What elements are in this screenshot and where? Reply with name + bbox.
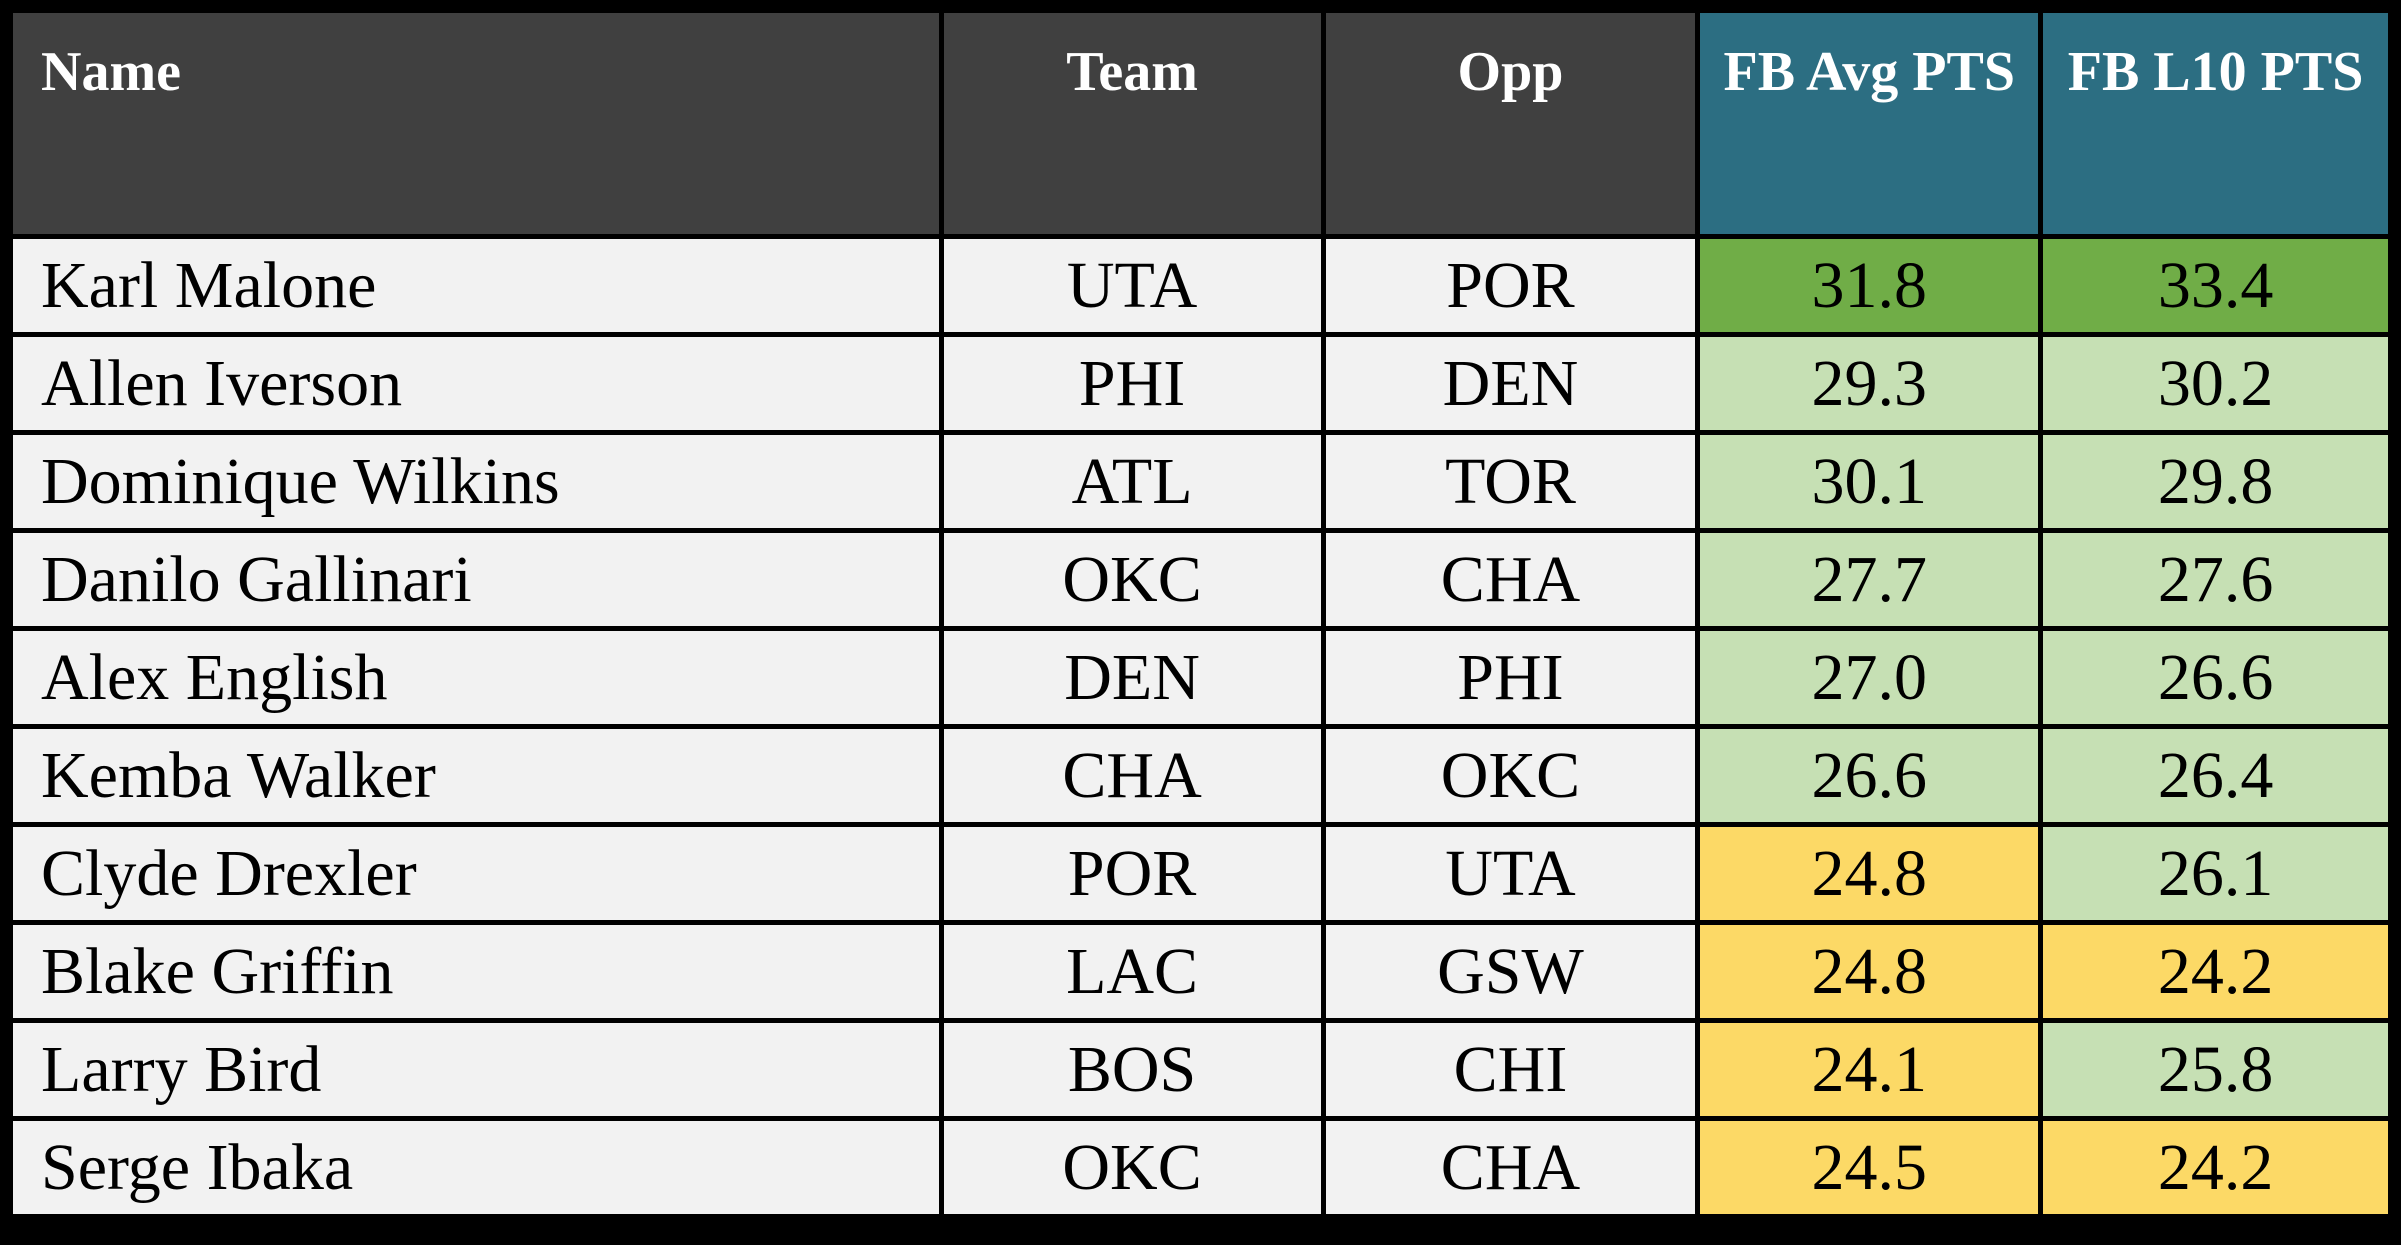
column-header-fb-avg-pts: FB Avg PTS: [1695, 8, 2044, 239]
player-name-cell: Serge Ibaka: [8, 1116, 944, 1219]
fb-l10-pts-cell: 24.2: [2038, 920, 2393, 1023]
team-cell: PHI: [938, 332, 1326, 435]
table-row: Alex English DEN PHI 27.0 26.6: [8, 626, 2393, 729]
fb-avg-pts-cell: 24.5: [1695, 1116, 2044, 1219]
column-header-opp: Opp: [1320, 8, 1701, 239]
fb-l10-pts-cell: 26.6: [2038, 626, 2393, 729]
fb-avg-pts-cell: 24.1: [1695, 1018, 2044, 1121]
table-row: Dominique Wilkins ATL TOR 30.1 29.8: [8, 430, 2393, 533]
fb-avg-pts-cell: 27.0: [1695, 626, 2044, 729]
team-cell: OKC: [938, 528, 1326, 631]
player-name-cell: Alex English: [8, 626, 944, 729]
opp-cell: CHA: [1320, 1116, 1701, 1219]
stats-table-frame: Name Team Opp FB Avg PTS FB L10 PTS Karl…: [8, 8, 2393, 1219]
fb-l10-pts-cell: 33.4: [2038, 234, 2393, 337]
player-name-cell: Dominique Wilkins: [8, 430, 944, 533]
player-name-cell: Larry Bird: [8, 1018, 944, 1121]
opp-cell: CHI: [1320, 1018, 1701, 1121]
fb-avg-pts-cell: 27.7: [1695, 528, 2044, 631]
team-cell: DEN: [938, 626, 1326, 729]
team-cell: ATL: [938, 430, 1326, 533]
opp-cell: OKC: [1320, 724, 1701, 827]
player-name-cell: Allen Iverson: [8, 332, 944, 435]
table-row: Blake Griffin LAC GSW 24.8 24.2: [8, 920, 2393, 1023]
fb-l10-pts-cell: 27.6: [2038, 528, 2393, 631]
opp-cell: POR: [1320, 234, 1701, 337]
table-row: Serge Ibaka OKC CHA 24.5 24.2: [8, 1116, 2393, 1219]
team-cell: LAC: [938, 920, 1326, 1023]
fb-l10-pts-cell: 25.8: [2038, 1018, 2393, 1121]
fb-avg-pts-cell: 26.6: [1695, 724, 2044, 827]
column-header-fb-l10-pts: FB L10 PTS: [2038, 8, 2393, 239]
player-name-cell: Blake Griffin: [8, 920, 944, 1023]
opp-cell: TOR: [1320, 430, 1701, 533]
fb-avg-pts-cell: 30.1: [1695, 430, 2044, 533]
table-row: Clyde Drexler POR UTA 24.8 26.1: [8, 822, 2393, 925]
fb-avg-pts-cell: 24.8: [1695, 920, 2044, 1023]
table-header-row: Name Team Opp FB Avg PTS FB L10 PTS: [8, 8, 2393, 239]
table-row: Karl Malone UTA POR 31.8 33.4: [8, 234, 2393, 337]
fb-avg-pts-cell: 29.3: [1695, 332, 2044, 435]
team-cell: POR: [938, 822, 1326, 925]
player-name-cell: Danilo Gallinari: [8, 528, 944, 631]
player-name-cell: Kemba Walker: [8, 724, 944, 827]
table-row: Allen Iverson PHI DEN 29.3 30.2: [8, 332, 2393, 435]
table-row: Larry Bird BOS CHI 24.1 25.8: [8, 1018, 2393, 1121]
fb-l10-pts-cell: 30.2: [2038, 332, 2393, 435]
opp-cell: DEN: [1320, 332, 1701, 435]
opp-cell: PHI: [1320, 626, 1701, 729]
table-row: Kemba Walker CHA OKC 26.6 26.4: [8, 724, 2393, 827]
team-cell: OKC: [938, 1116, 1326, 1219]
fb-l10-pts-cell: 24.2: [2038, 1116, 2393, 1219]
player-fantasy-points-table: Name Team Opp FB Avg PTS FB L10 PTS Karl…: [8, 8, 2393, 1219]
column-header-team: Team: [938, 8, 1326, 239]
team-cell: CHA: [938, 724, 1326, 827]
player-name-cell: Karl Malone: [8, 234, 944, 337]
opp-cell: UTA: [1320, 822, 1701, 925]
player-name-cell: Clyde Drexler: [8, 822, 944, 925]
column-header-name: Name: [8, 8, 944, 239]
team-cell: UTA: [938, 234, 1326, 337]
opp-cell: GSW: [1320, 920, 1701, 1023]
team-cell: BOS: [938, 1018, 1326, 1121]
fb-l10-pts-cell: 26.4: [2038, 724, 2393, 827]
fb-l10-pts-cell: 29.8: [2038, 430, 2393, 533]
table-row: Danilo Gallinari OKC CHA 27.7 27.6: [8, 528, 2393, 631]
fb-avg-pts-cell: 24.8: [1695, 822, 2044, 925]
fb-avg-pts-cell: 31.8: [1695, 234, 2044, 337]
fb-l10-pts-cell: 26.1: [2038, 822, 2393, 925]
opp-cell: CHA: [1320, 528, 1701, 631]
